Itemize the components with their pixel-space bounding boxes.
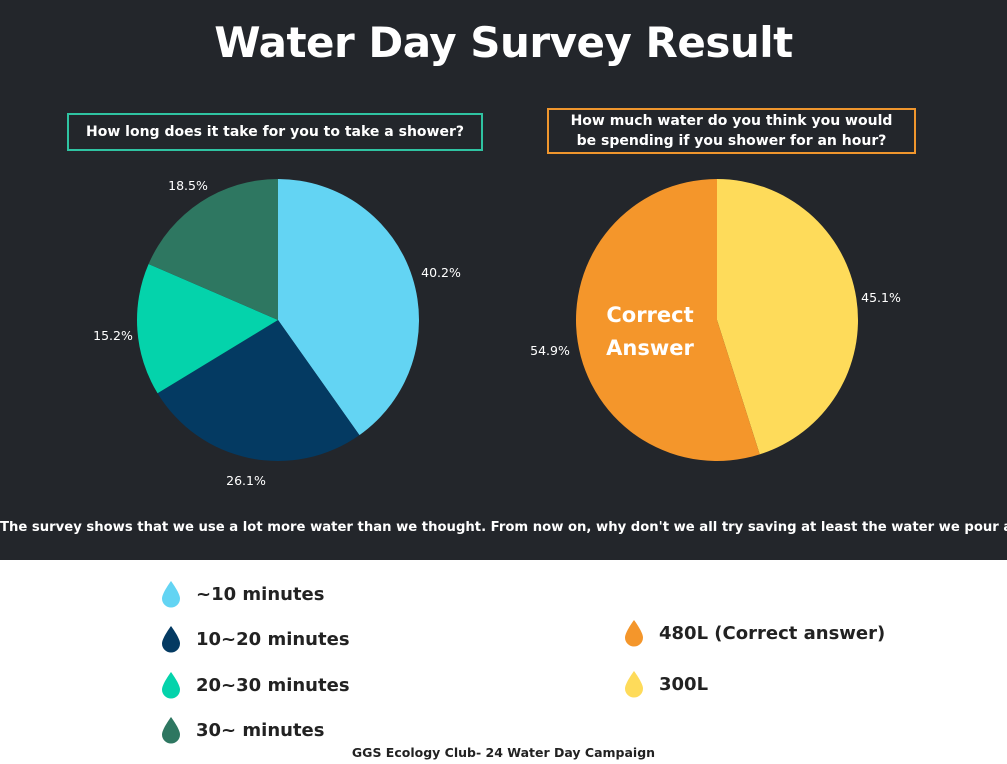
survey-summary: The survey shows that we use a lot more … [0, 520, 1007, 535]
page-title: Water Day Survey Result [214, 18, 793, 67]
pie-slice [278, 179, 419, 436]
legend-item: 480L (Correct answer) [623, 619, 885, 647]
legend-label: 30~ minutes [196, 719, 325, 741]
legend-item: 30~ minutes [160, 716, 324, 744]
chart-1-question: How long does it take for you to take a … [67, 113, 483, 151]
slice-percent-label: 45.1% [861, 290, 901, 305]
legend-label: ~10 minutes [196, 583, 325, 605]
correct-answer-annotation: Correct [606, 303, 693, 327]
pie-slice [136, 264, 278, 394]
slice-percent-label: 26.1% [226, 473, 266, 488]
slice-percent-label: 15.2% [93, 328, 133, 343]
legend-label: 480L (Correct answer) [659, 622, 886, 644]
legend-item: ~10 minutes [160, 580, 324, 608]
pie-slice [148, 179, 278, 320]
water-drop-icon [162, 717, 180, 744]
water-estimate-pie-chart: 45.1% 54.9% Correct Answer [530, 179, 901, 462]
legend-item: 300L [623, 670, 708, 698]
legend-item: 20~30 minutes [160, 671, 350, 699]
slice-percent-label: 54.9% [530, 343, 570, 358]
water-drop-icon [625, 620, 643, 647]
slice-percent-label: 18.5% [168, 178, 208, 193]
chart-2-question: How much water do you think you would be… [547, 108, 916, 154]
pie-slice [717, 179, 858, 455]
legend-label: 10~20 minutes [196, 628, 350, 650]
legend-label: 300L [659, 673, 709, 695]
water-drop-icon [625, 671, 643, 698]
slice-percent-label: 40.2% [421, 265, 461, 280]
shower-duration-pie-chart: 40.2% 26.1% 15.2% 18.5% [93, 178, 461, 488]
water-drop-icon [162, 626, 180, 653]
footer-credit: GGS Ecology Club- 24 Water Day Campaign [351, 745, 656, 760]
pie-slice [575, 179, 760, 462]
legend-label: 20~30 minutes [196, 674, 350, 696]
legend-item: 10~20 minutes [160, 625, 350, 653]
correct-answer-annotation: Answer [606, 336, 694, 360]
pie-slice [157, 320, 360, 461]
water-drop-icon [162, 672, 180, 699]
water-drop-icon [162, 581, 180, 608]
